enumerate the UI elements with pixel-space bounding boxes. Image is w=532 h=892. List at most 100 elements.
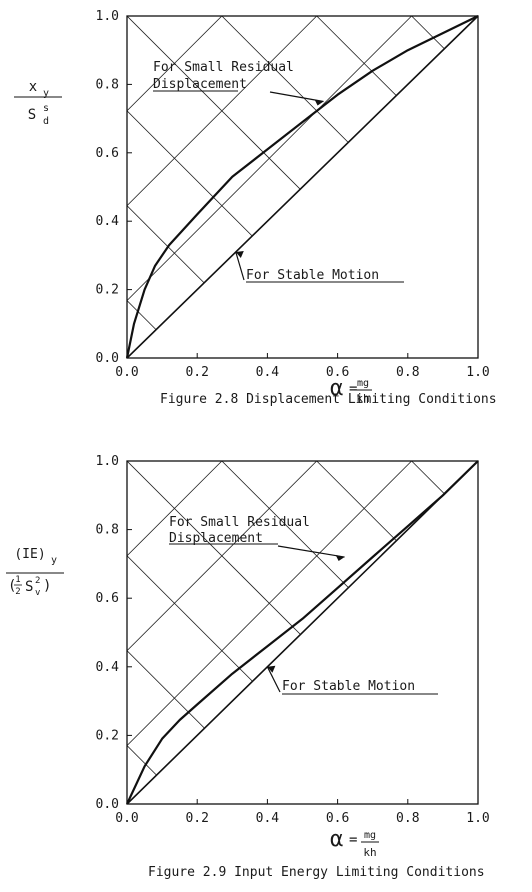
ylabel-numerator-sub: y — [43, 88, 49, 99]
x-tick-label: 0.6 — [326, 365, 349, 380]
y-tick-label: 1.0 — [96, 454, 119, 469]
hatch-pattern — [0, 461, 532, 804]
annotation-stable-label: For Stable Motion — [282, 679, 415, 694]
annotation-small-line2: Displacement — [169, 531, 263, 546]
hatch-line — [0, 461, 91, 804]
ylabel-paren-close: ) — [43, 578, 51, 594]
xlabel-alpha: α — [330, 827, 343, 852]
annotation-small-leader — [277, 545, 345, 558]
ylabel-half-num: 1 — [15, 575, 20, 585]
xlabel-equals: = — [349, 832, 357, 848]
ylabel-denominator-sup: s — [43, 103, 49, 114]
ylabel-numerator-sub: y — [51, 555, 57, 566]
y-tick-label: 0.4 — [96, 214, 120, 229]
ylabel-half-den: 2 — [15, 587, 20, 597]
hatch-line — [352, 461, 478, 804]
hatch-line — [506, 16, 532, 358]
figure-caption: Figure 2.8 Displacement Limiting Conditi… — [160, 392, 497, 407]
y-tick-label: 0.8 — [96, 523, 119, 538]
annotation-small-line2: Displacement — [153, 77, 247, 92]
ylabel-denominator-sup: 2 — [35, 576, 40, 586]
ylabel-numerator: x — [29, 79, 37, 95]
x-tick-label: 0.0 — [115, 365, 138, 380]
y-tick-label: 0.6 — [96, 591, 119, 606]
hatch-line — [221, 461, 478, 804]
y-tick-label: 0.6 — [96, 146, 119, 161]
stable-motion-line — [126, 15, 479, 359]
hatch-line — [163, 461, 478, 804]
x-tick-label: 1.0 — [466, 365, 489, 380]
hatch-line — [258, 461, 478, 804]
hatch-line — [316, 461, 478, 804]
y-tick-label: 0.0 — [96, 351, 119, 366]
hatch-line — [448, 16, 478, 358]
ylabel-numerator: (IE) — [14, 547, 45, 562]
y-tick-label: 0.0 — [96, 797, 119, 812]
x-tick-label: 0.8 — [396, 811, 419, 826]
stable-motion-line — [126, 460, 479, 805]
hatch-line — [127, 16, 128, 358]
x-tick-label: 0.4 — [256, 365, 280, 380]
y-tick-label: 1.0 — [96, 9, 119, 24]
xlabel-numerator: mg — [364, 830, 376, 841]
hatch-line — [127, 461, 471, 804]
annotation-stable-arrowhead — [235, 250, 244, 258]
xlabel-equals: = — [349, 381, 357, 397]
xlabel-denominator: kh — [356, 392, 369, 405]
plot-frame — [126, 460, 479, 805]
annotation-stable-label: For Stable Motion — [246, 268, 379, 283]
hatch-line — [411, 461, 478, 804]
plot-frame — [126, 15, 479, 359]
hatch-line — [127, 461, 318, 804]
hatch-line — [127, 461, 281, 804]
figure-caption: Figure 2.9 Input Energy Limiting Conditi… — [148, 865, 485, 880]
hatch-line — [0, 16, 32, 358]
annotation-stable-arrowhead — [267, 665, 276, 673]
annotation-small-arrowhead — [314, 99, 324, 106]
x-tick-label: 0.4 — [256, 811, 280, 826]
y-tick-label: 0.2 — [96, 283, 119, 298]
hatch-line — [316, 16, 478, 358]
hatch-line — [127, 461, 128, 804]
ylabel-denominator-sub: v — [35, 588, 40, 598]
hatch-line — [411, 16, 478, 358]
ylabel-denominator: S — [28, 107, 36, 123]
annotation-stable-leader — [235, 251, 245, 281]
x-tick-label: 0.2 — [185, 811, 208, 826]
xlabel-numerator: mg — [357, 378, 369, 389]
y-tick-label: 0.4 — [96, 660, 120, 675]
hatch-line — [259, 16, 478, 358]
hatch-line — [127, 16, 412, 358]
hatch-line — [0, 461, 32, 804]
ylabel-denominator-sub: d — [43, 116, 49, 127]
hatch-line — [506, 461, 532, 804]
small-residual-curve — [125, 15, 479, 359]
x-tick-label: 1.0 — [466, 811, 489, 826]
annotation-small-line1: For Small Residual — [169, 515, 310, 530]
x-tick-label: 0.8 — [396, 365, 419, 380]
hatch-line — [447, 461, 478, 804]
hatch-line — [127, 16, 223, 358]
x-tick-label: 0.6 — [326, 811, 349, 826]
y-tick-label: 0.2 — [96, 728, 119, 743]
annotation-stable-leader — [266, 666, 281, 693]
ylabel-paren-open: ( — [8, 578, 16, 594]
ylabel-denominator: S — [25, 579, 33, 595]
xlabel-alpha: α — [330, 376, 343, 401]
input-energy-chart: 0.0 0.2 0.4 0.6 0.8 1.0 0.0 0.2 0.4 0.6 0.8 1.0 For … — [0, 454, 532, 880]
annotation-small-line1: For Small Residual — [153, 60, 294, 75]
x-tick-label: 0.0 — [115, 811, 138, 826]
y-tick-label: 0.8 — [96, 77, 119, 92]
displacement-chart: 0.0 0.2 0.4 0.6 0.8 1.0 0.0 0.2 0.4 0.6 0.8 1.0 For … — [0, 9, 532, 407]
hatch-line — [0, 16, 90, 358]
hatch-line — [127, 16, 318, 358]
hatch-line — [353, 16, 478, 358]
small-residual-curve — [126, 460, 479, 805]
annotation-small-arrowhead — [335, 555, 345, 562]
x-tick-label: 0.2 — [185, 365, 208, 380]
hatch-line — [127, 461, 376, 804]
hatch-line — [127, 461, 223, 804]
annotation-small-leader — [269, 91, 324, 103]
